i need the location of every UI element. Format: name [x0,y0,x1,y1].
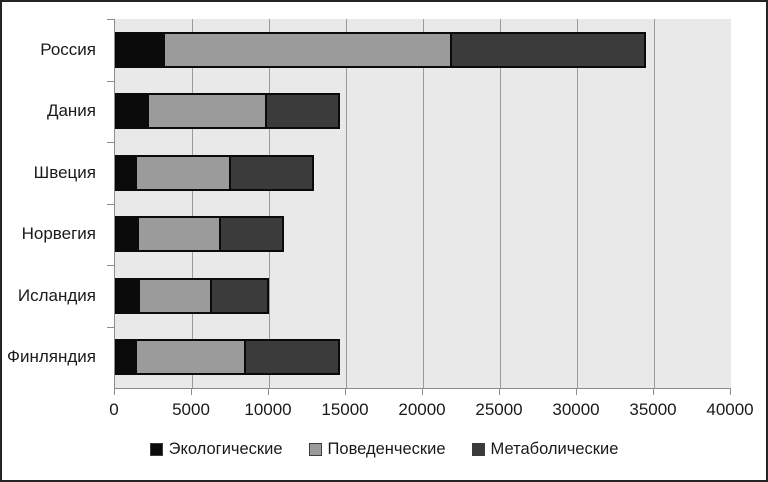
legend-item: Поведенческие [308,440,446,459]
bar-segment [117,156,136,189]
legend-swatch-icon [471,443,485,456]
legend-label: Поведенческие [327,440,446,458]
bar-row [115,19,731,81]
stacked-bar [115,339,340,376]
category-label: Дания [46,101,96,121]
y-axis-tick [107,326,114,328]
x-axis-tick [730,388,731,395]
x-tick-label: 30000 [552,400,600,419]
legend-item: Экологические [149,440,283,459]
y-axis-tick [107,203,114,205]
x-axis-ticks [114,388,731,395]
x-tick-label: 35000 [629,400,677,419]
bar-segment [117,279,138,312]
gridline [423,19,424,388]
gridline [577,19,578,388]
x-tick-label: 20000 [398,400,446,419]
bar-row [115,204,731,266]
category-label: Исландия [17,285,96,305]
x-tick-label: 10000 [244,400,292,419]
x-axis-tick [345,388,346,395]
bar-segment [244,341,338,374]
gridline [192,19,193,388]
bar-segment [162,33,451,66]
plot-area [114,19,731,389]
x-axis-tick [114,388,115,395]
y-axis-category-labels: Россия Дания Швеция Норвегия Исландия Финлянд… [2,19,106,388]
y-axis-tick [107,19,114,20]
x-axis-tick [653,388,654,395]
x-axis-tick [499,388,500,395]
legend-swatch-icon [149,443,163,456]
category-label: Норвегия [21,224,96,244]
legend-swatch-icon [308,443,322,456]
x-tick-label: 15000 [321,400,369,419]
gridline [500,19,501,388]
bar-segment [117,218,137,251]
bar-row [115,327,731,389]
bar-row [115,81,731,143]
bar-segment [138,279,210,312]
y-axis-tick [107,142,114,143]
bar-segment [228,156,312,189]
gridline [346,19,347,388]
category-label: Швеция [33,162,96,182]
bar-segment [136,218,220,251]
stacked-bar [115,31,647,68]
y-axis-ticks [107,19,114,388]
bar-segment [265,95,338,128]
gridline [269,19,270,388]
x-axis-tick [576,388,577,395]
bar-segment [135,156,229,189]
stacked-bar [115,154,314,191]
bar-segment [210,279,267,312]
category-label: Финляндия [7,347,96,367]
bar-segment [117,95,148,128]
legend-item: Метаболические [471,440,619,459]
bar-segment [117,341,136,374]
gridline [654,19,655,388]
stacked-bar [115,93,340,130]
bar-row [115,265,731,327]
stacked-bar [115,277,269,314]
legend-label: Экологические [168,440,283,458]
bar-row [115,142,731,204]
y-axis-tick [107,265,114,266]
bar-segment [147,95,266,128]
x-axis-tick [191,388,192,395]
x-axis-tick [268,388,269,395]
x-axis-tick-labels: 0 5000 10000 15000 20000 25000 30000 35000 40000 [109,400,753,422]
x-tick-label: 40000 [706,400,754,419]
x-tick-label: 5000 [172,400,210,419]
bar-segment [219,218,283,251]
legend: Экологические Поведенческие Метаболические [2,440,766,459]
x-tick-label: 25000 [475,400,523,419]
y-axis-tick [107,80,114,82]
x-axis-tick [422,388,423,395]
legend-label: Метаболические [490,440,619,458]
bar-segment [450,33,645,66]
bar-segment [135,341,245,374]
stacked-bar [115,216,285,253]
x-tick-label: 0 [109,400,119,419]
bar-segment [117,33,163,66]
category-label: Россия [40,39,96,59]
